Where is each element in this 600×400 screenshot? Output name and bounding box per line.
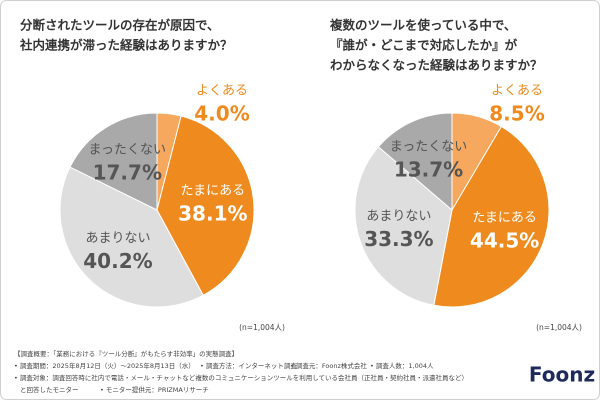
- pie-slice: [377, 112, 453, 212]
- slice-value: 13.7%: [394, 157, 463, 181]
- slice-category: よくある: [196, 84, 248, 99]
- slice-category: たまにある: [472, 210, 537, 225]
- footer-item: • 調査期間：2025年8月12日（火）〜2025年8月13日（水）: [14, 361, 195, 370]
- chart-title: 分断されたツールの存在が原因で、: [20, 18, 220, 33]
- pie-slice: [69, 112, 158, 211]
- footer-item: • 調査人数：1,004人: [370, 361, 434, 370]
- logo: Foonz: [529, 363, 595, 387]
- footer-target: と回答したモニター: [20, 385, 79, 394]
- footer-target: • 調査対象：調査回答時に社内で電話・メール・チャットなど複数のコミュニケーショ…: [14, 373, 468, 382]
- chart-title: 複数のツールを使っている中で、: [329, 18, 516, 33]
- sample-note: (n=1,004人): [536, 323, 582, 332]
- chart-title: 社内連携が滞った経験はありますか？: [19, 38, 233, 53]
- slice-category: まったくない: [390, 139, 467, 154]
- footer-provider: • モニター提供元：PRIZMAリサーチ: [100, 385, 209, 394]
- footer-heading: 【調査概要：「業務における『ツール分断』がもたらす非効率」の実態調査】: [14, 349, 238, 358]
- slice-category: たまにある: [181, 184, 246, 199]
- chart-title: 『誰が・どこまで対応したか』が: [330, 38, 518, 53]
- pie-slice: [59, 166, 204, 308]
- slice-value: 4.0%: [194, 102, 249, 126]
- slice-category: あまりない: [366, 209, 431, 224]
- slice-category: まったくない: [89, 143, 166, 158]
- slice-value: 33.3%: [364, 227, 433, 251]
- pie-slice: [433, 125, 550, 308]
- slice-category: あまりない: [85, 231, 150, 246]
- footer-item: • 調査方法：インターネット調査: [200, 361, 297, 370]
- slice-value: 8.5%: [489, 102, 544, 126]
- slice-category: よくある: [491, 84, 543, 99]
- slice-value: 40.2%: [83, 249, 152, 273]
- pie-slice: [156, 115, 255, 296]
- slice-value: 38.1%: [178, 202, 247, 226]
- pie-slice: [354, 146, 453, 306]
- footer-item: • 調査元：Foonz株式会社: [290, 361, 367, 370]
- chart-title: わからなくなった経験はありますか？: [330, 58, 543, 73]
- sample-note: (n=1,004人): [239, 323, 285, 332]
- slice-value: 17.7%: [93, 161, 162, 185]
- slice-value: 44.5%: [470, 228, 539, 252]
